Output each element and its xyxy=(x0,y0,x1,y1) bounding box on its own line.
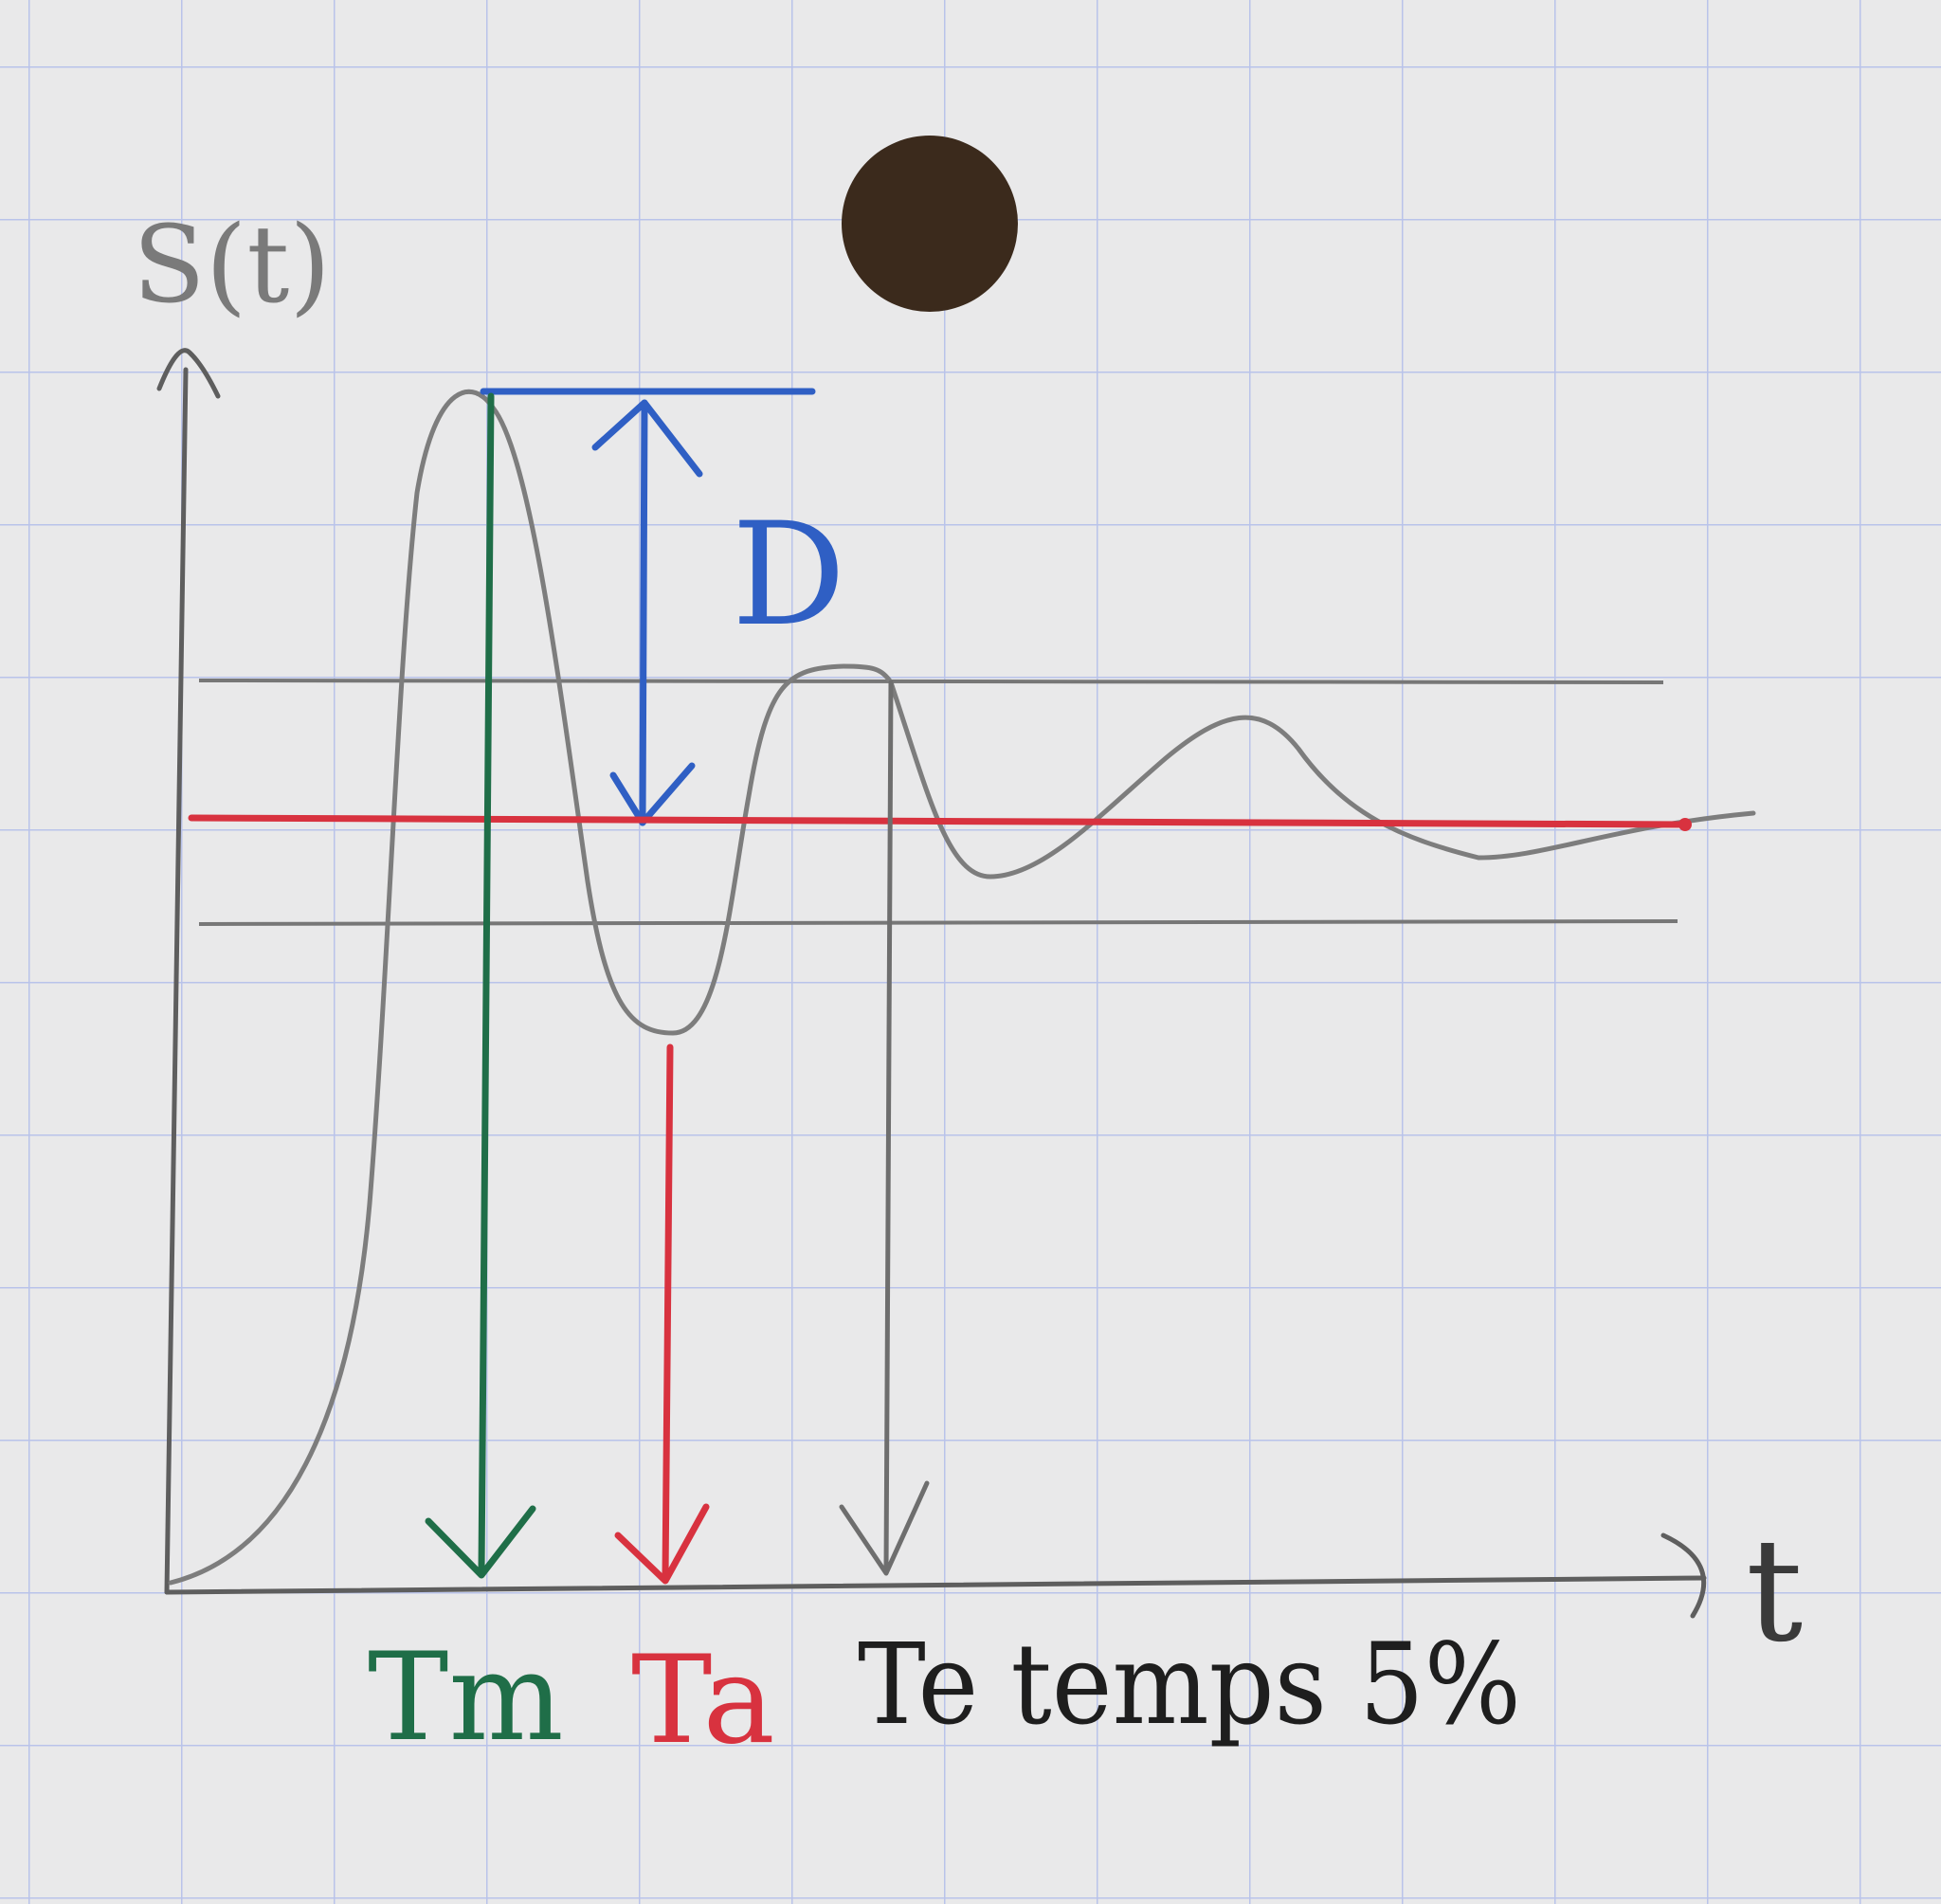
te-arrow-head xyxy=(839,1480,930,1576)
final-value-line xyxy=(188,814,1689,828)
lower-tolerance-line xyxy=(198,919,1678,926)
final-value-dot xyxy=(1678,818,1692,831)
y-axis xyxy=(164,367,189,1595)
x-axis xyxy=(164,1575,1707,1595)
te-label: Te temps 5% xyxy=(858,1619,1521,1750)
y-axis-arrow xyxy=(156,348,221,399)
punched-hole xyxy=(842,136,1018,312)
step-response-curve xyxy=(168,389,1756,1586)
y-axis-label: S(t) xyxy=(133,204,331,327)
upper-tolerance-line xyxy=(198,679,1664,684)
x-axis-arrow xyxy=(1660,1532,1707,1619)
te-arrow-shaft xyxy=(883,680,894,1574)
overshoot-arrow-head-top xyxy=(591,399,703,478)
tm-label: Tm xyxy=(368,1627,564,1768)
ta-arrow-shaft xyxy=(662,1043,674,1582)
tm-arrow-shaft xyxy=(478,392,495,1575)
ta-label: Ta xyxy=(631,1630,775,1771)
tm-arrow-head xyxy=(425,1505,536,1579)
overshoot-arrow-shaft xyxy=(639,399,648,826)
overshoot-label: D xyxy=(732,493,845,658)
x-axis-label: t xyxy=(1746,1509,1803,1674)
ta-arrow-head xyxy=(614,1503,710,1585)
